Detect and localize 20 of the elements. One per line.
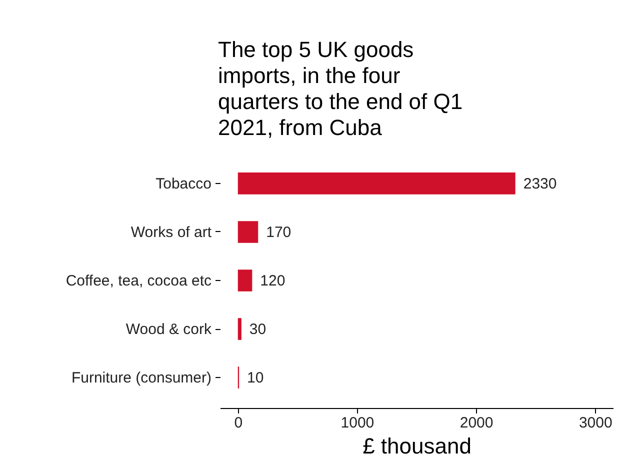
x-tick-label: 3000 — [578, 414, 612, 432]
data-label: 10 — [247, 370, 264, 387]
y-tick-label: Tobacco — [156, 175, 212, 192]
x-axis-title: £ thousand — [362, 434, 472, 458]
data-label: 120 — [260, 272, 286, 290]
bar — [238, 221, 258, 243]
y-tick-label: Coffee, tea, cocoa etc — [66, 272, 212, 290]
bar — [238, 172, 516, 194]
x-tick-label: 2000 — [460, 414, 494, 432]
y-tick-label: Furniture (consumer) — [71, 370, 212, 387]
x-tick-label: 0 — [234, 414, 243, 432]
x-tick-label: 1000 — [340, 414, 374, 432]
data-label: 30 — [249, 321, 266, 338]
y-tick-label: Works of art — [130, 224, 212, 241]
data-label: 170 — [266, 224, 292, 241]
bar — [238, 318, 242, 340]
bar — [238, 270, 252, 292]
data-label: 2330 — [523, 175, 557, 192]
chart-title: The top 5 UK goods imports, in the four quarters to the end of Q1 2021, from Cuba — [218, 37, 463, 140]
y-tick-label: Wood & cork — [126, 321, 212, 338]
